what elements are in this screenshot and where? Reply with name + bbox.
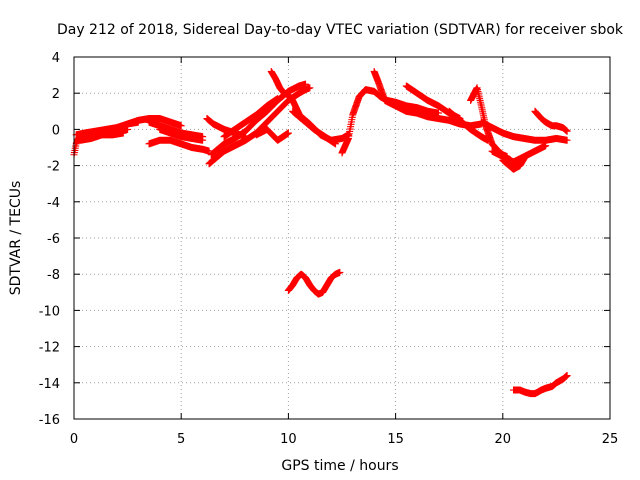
data-point-markers xyxy=(76,129,127,144)
series-track-22 xyxy=(477,118,571,144)
data-point-markers xyxy=(510,372,571,398)
y-tick-label: -8 xyxy=(47,268,60,283)
data-point-markers xyxy=(531,107,571,135)
x-axis-label: GPS time / hours xyxy=(281,458,398,474)
x-tick-label: 5 xyxy=(177,432,185,447)
series-track-15 xyxy=(289,107,340,148)
series-track-25 xyxy=(531,107,571,135)
series-track-24 xyxy=(499,154,528,173)
series-track-20 xyxy=(445,107,492,144)
y-axis-label: SDTVAR / TECUs xyxy=(8,181,24,296)
plot-data xyxy=(70,67,571,398)
data-point-markers xyxy=(252,125,292,144)
data-point-markers xyxy=(124,115,185,130)
y-tick-label: -12 xyxy=(39,341,60,356)
y-tick-label: -4 xyxy=(47,196,60,211)
series-track-16 xyxy=(284,268,344,298)
chart-title: Day 212 of 2018, Sidereal Day-to-day VTE… xyxy=(57,22,624,38)
x-tick-label: 20 xyxy=(495,432,512,447)
y-tick-label: -16 xyxy=(39,413,60,428)
y-tick-label: 4 xyxy=(52,51,60,66)
series-track-23 xyxy=(488,142,550,166)
y-tick-label: -14 xyxy=(39,377,60,392)
series-track-04 xyxy=(124,115,185,130)
y-tick-label: -2 xyxy=(47,160,60,175)
data-point-markers xyxy=(499,154,528,173)
data-point-markers xyxy=(445,107,492,144)
data-point-markers xyxy=(477,118,571,144)
y-tick-label: -10 xyxy=(39,304,60,319)
data-point-markers xyxy=(145,136,213,155)
data-point-markers xyxy=(220,95,282,141)
series-track-09 xyxy=(207,80,310,159)
series-track-03 xyxy=(76,129,127,144)
data-point-markers xyxy=(488,142,550,166)
y-tick-label: -6 xyxy=(47,232,60,247)
series-track-11 xyxy=(220,95,282,141)
x-tick-label: 25 xyxy=(602,432,619,447)
x-tick-label: 0 xyxy=(70,432,78,447)
data-point-markers xyxy=(289,107,340,148)
data-point-markers xyxy=(207,80,310,159)
x-tick-label: 10 xyxy=(280,432,297,447)
series-track-06 xyxy=(145,136,213,155)
data-point-markers xyxy=(156,125,207,144)
data-point-markers xyxy=(284,268,344,298)
grid xyxy=(74,57,610,419)
x-tick-label: 15 xyxy=(387,432,404,447)
y-tick-label: 2 xyxy=(52,87,60,102)
y-tick-label: 0 xyxy=(52,123,60,138)
series-track-12 xyxy=(252,125,292,144)
series-track-07 xyxy=(156,125,207,144)
series-track-26 xyxy=(510,372,571,398)
